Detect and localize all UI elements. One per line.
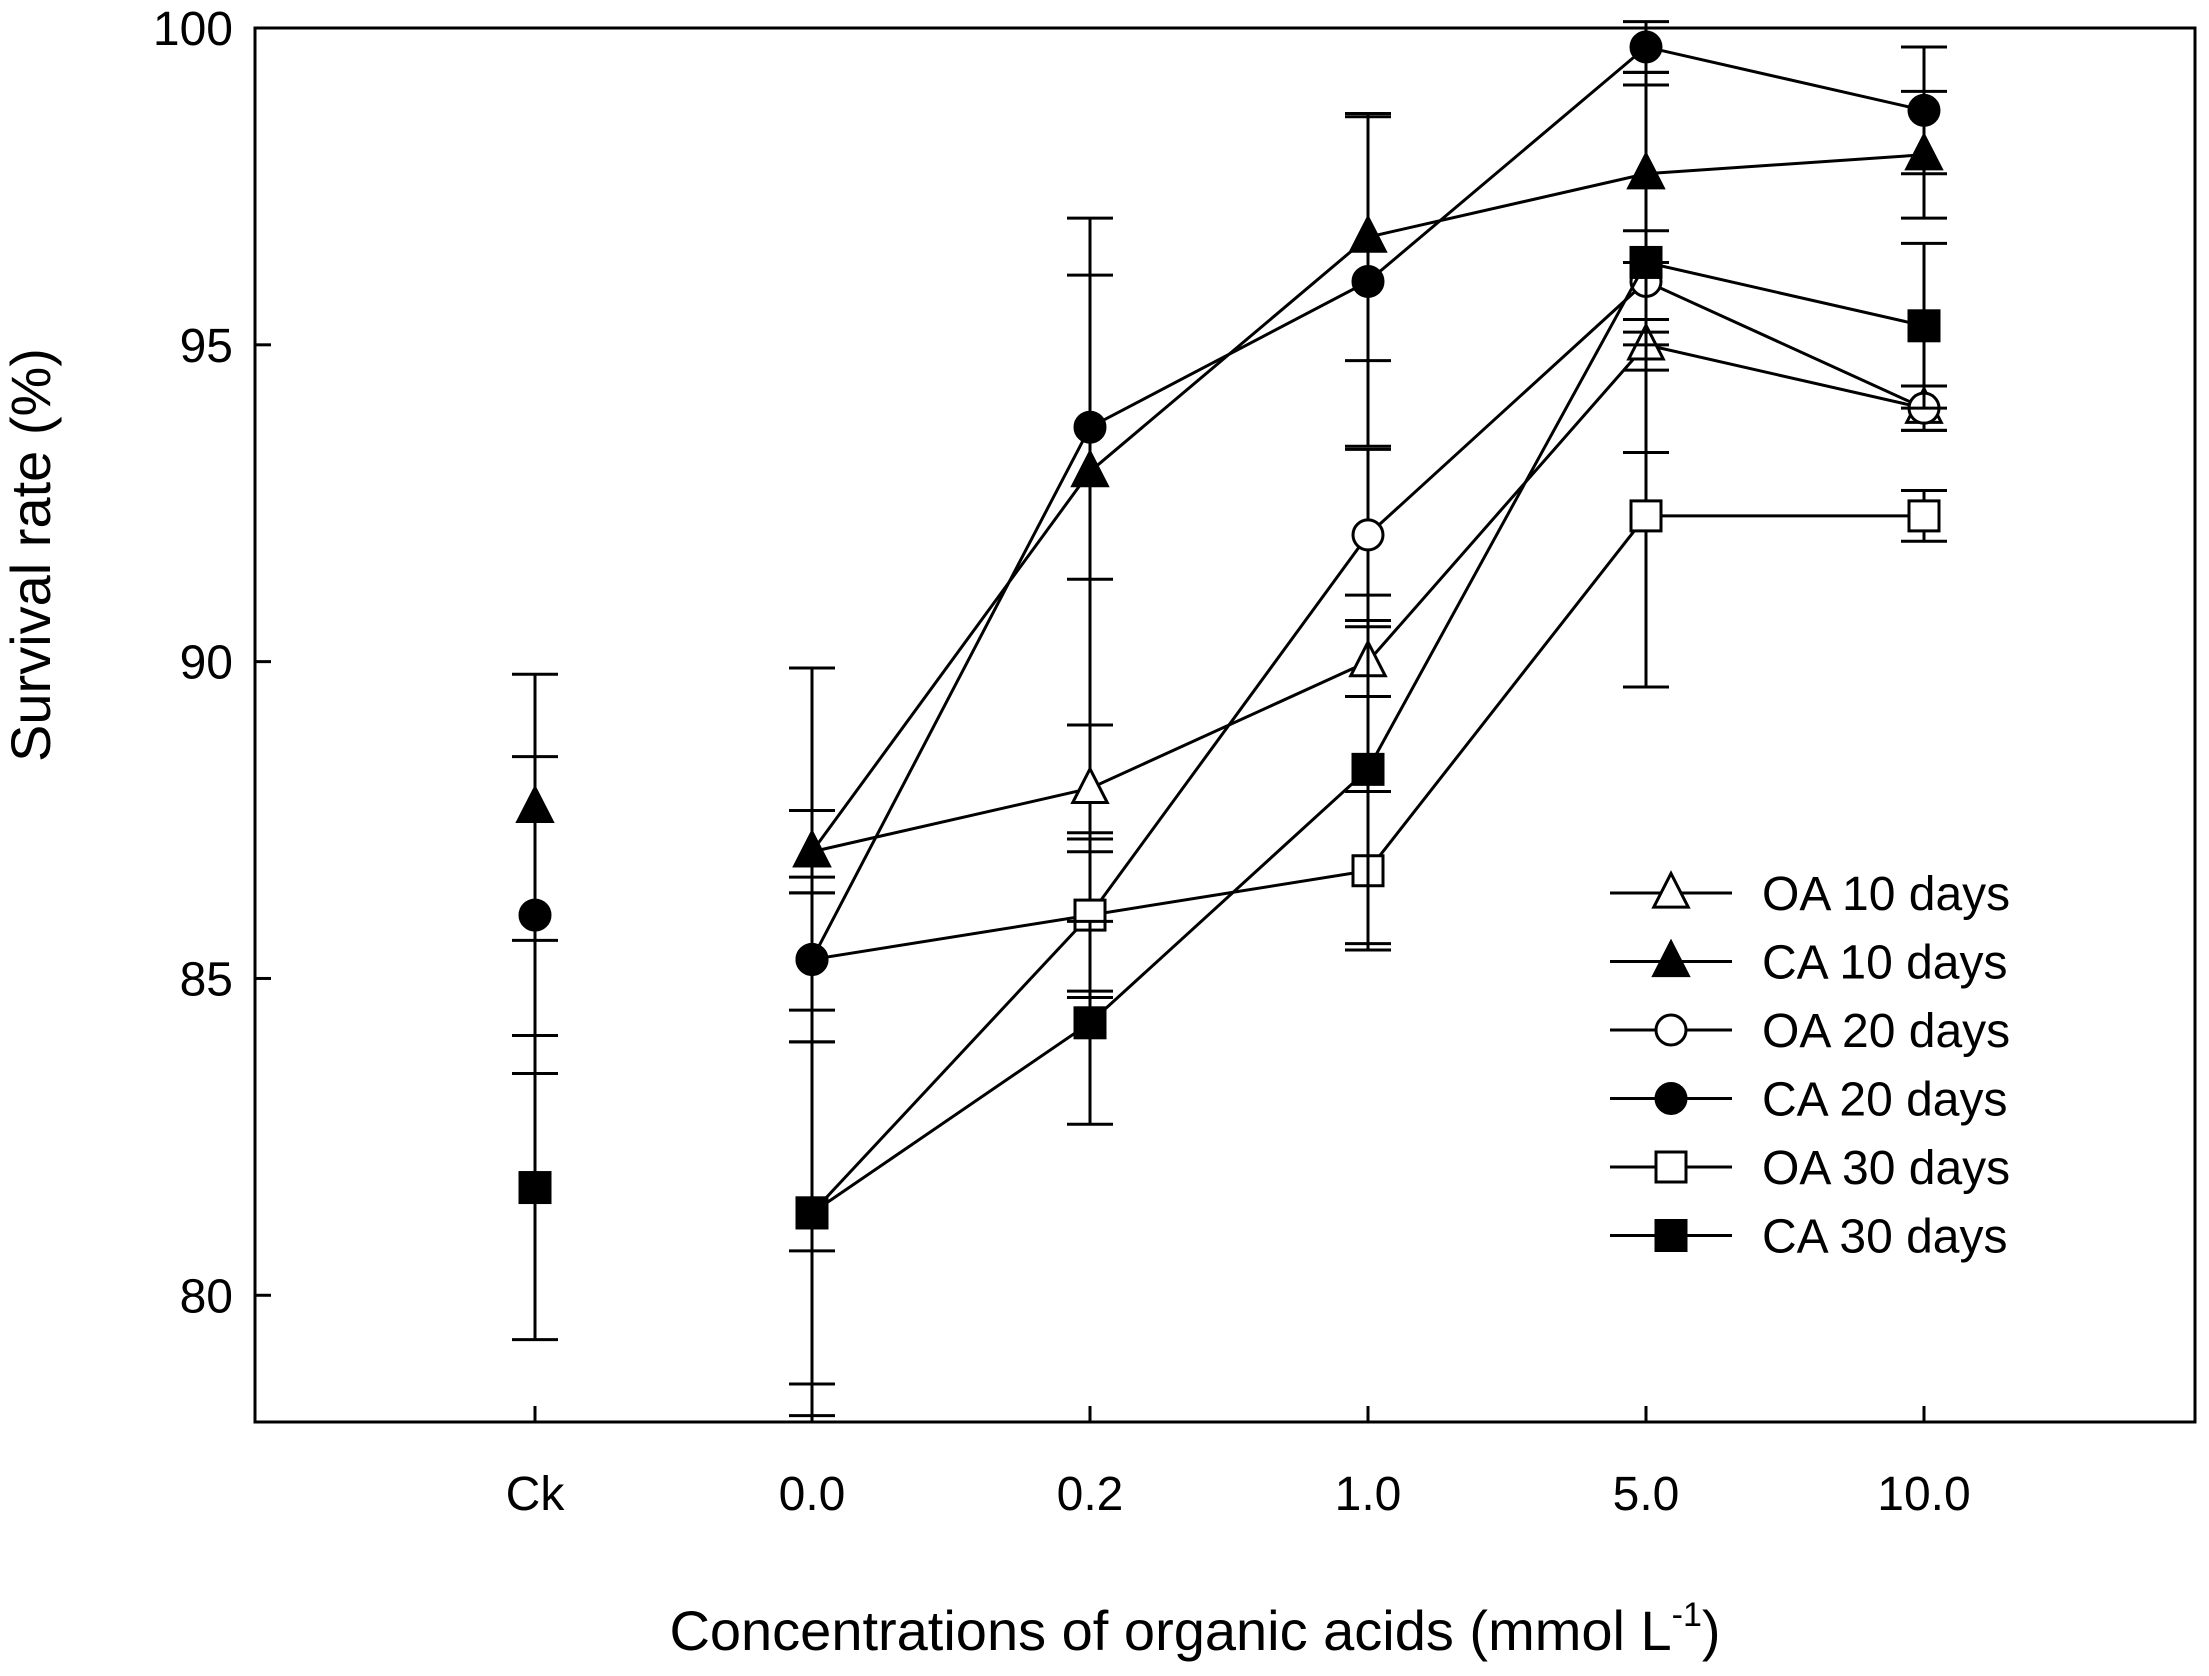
data-point-ca-20-days-0-0	[795, 942, 829, 976]
data-point-oa-10-days-0-2	[1070, 765, 1110, 805]
x-axis: Ck 0.0 0.2 1.0 5.0 10.0	[506, 1406, 1971, 1521]
legend-marker-oa-10-days	[1651, 870, 1691, 909]
plot-frame	[253, 26, 2197, 1424]
legend-item-ca-30-days: CA 30 days	[1610, 1211, 2007, 1264]
data-point-ca-20-days-10-0	[1907, 93, 1941, 127]
data-point-ca-30-days-10-0	[1907, 309, 1941, 343]
legend: OA 10 days CA 10 days OA 20 days CA 20 days…	[1610, 868, 2010, 1264]
data-point-ca-20-days-0-2	[1073, 410, 1107, 444]
series-ca-30-days	[512, 70, 1947, 1418]
data-point-ca-20-days-1-0	[1351, 264, 1385, 298]
x-axis-title-suffix: )	[1702, 1599, 1721, 1662]
legend-marker-ca-20-days	[1654, 1082, 1688, 1115]
y-tick-label-80: 80	[180, 1270, 233, 1323]
data-point-ca-30-days-5-0	[1629, 245, 1663, 279]
data-point-ca-30-days-ck	[518, 1171, 552, 1205]
data-point-oa-30-days-10-0	[1907, 499, 1941, 533]
legend-marker-oa-30-days	[1654, 1150, 1688, 1184]
series-group	[512, 20, 1947, 1418]
x-tick-label-0-0: 0.0	[779, 1468, 846, 1521]
legend-marker-oa-20-days	[1654, 1013, 1688, 1047]
legend-item-ca-20-days: CA 20 days	[1610, 1074, 2007, 1127]
legend-label-oa-10-days: OA 10 days	[1762, 868, 2010, 921]
data-point-ca-30-days-0-2	[1073, 1006, 1107, 1040]
data-point-ca-30-days-1-0	[1351, 752, 1385, 786]
y-tick-label-95: 95	[180, 320, 233, 373]
legend-label-oa-30-days: OA 30 days	[1762, 1142, 2010, 1195]
x-tick-label-0-2: 0.2	[1057, 1468, 1124, 1521]
y-tick-label-85: 85	[180, 953, 233, 1006]
legend-item-oa-30-days: OA 30 days	[1610, 1142, 2010, 1195]
y-axis-title: Survival rate (%)	[0, 348, 62, 762]
x-tick-label-10-0: 10.0	[1877, 1468, 1970, 1521]
legend-label-ca-30-days: CA 30 days	[1762, 1211, 2007, 1264]
y-tick-label-90: 90	[180, 637, 233, 690]
legend-label-oa-20-days: OA 20 days	[1762, 1005, 2010, 1058]
x-tick-label-ck: Ck	[506, 1468, 566, 1521]
legend-item-oa-10-days: OA 10 days	[1610, 868, 2010, 921]
y-tick-label-100: 100	[153, 3, 233, 56]
legend-marker-ca-10-days	[1651, 938, 1691, 978]
x-axis-title: Concentrations of organic acids (mmol L-…	[669, 1596, 1720, 1662]
x-tick-label-1-0: 1.0	[1335, 1468, 1402, 1521]
data-point-ca-20-days-ck	[518, 898, 552, 932]
data-point-ca-20-days-5-0	[1629, 30, 1663, 64]
series-ca-10-days	[512, 83, 1947, 942]
x-tick-label-5-0: 5.0	[1613, 1468, 1680, 1521]
legend-label-ca-20-days: CA 20 days	[1762, 1074, 2007, 1127]
series-ca-20-days	[512, 20, 1947, 1253]
x-axis-title-main: Concentrations of organic acids (mmol L	[669, 1599, 1671, 1662]
data-point-oa-30-days-5-0	[1629, 499, 1663, 533]
legend-marker-ca-30-days	[1654, 1219, 1688, 1252]
y-axis: 80 85 90 95 100	[153, 3, 271, 1323]
data-point-oa-20-days-1-0	[1351, 518, 1385, 552]
legend-item-ca-10-days: CA 10 days	[1610, 937, 2007, 990]
legend-label-ca-10-days: CA 10 days	[1762, 937, 2007, 990]
data-point-ca-30-days-0-0	[795, 1196, 829, 1230]
x-axis-title-superscript: -1	[1672, 1596, 1702, 1634]
legend-item-oa-20-days: OA 20 days	[1610, 1005, 2010, 1058]
